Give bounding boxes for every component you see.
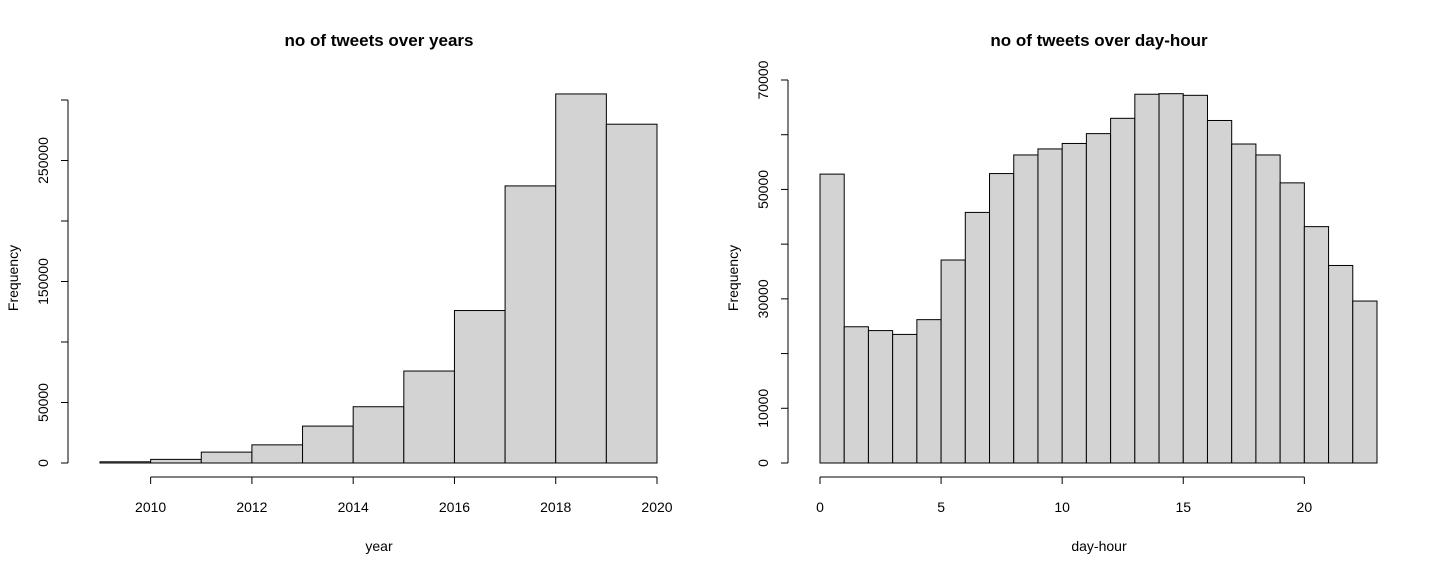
x-tick-label: 2014 [338,499,369,515]
y-tick-label: 30000 [755,279,771,318]
histogram-bar [1303,226,1330,464]
histogram-bar [964,211,991,464]
x-axis: 0 5 10 15 20 [816,476,1313,515]
panel-tweets-over-years: no of tweets over years year Frequency 2… [5,31,673,554]
y-tick-label: 250000 [35,137,51,184]
histogram-bar [403,370,455,464]
bars [819,93,1378,464]
x-axis: 2010 2012 2014 2016 2018 2020 [135,476,673,515]
histogram-bar [843,326,869,464]
histogram-bar [940,259,966,464]
histogram-bar [892,333,918,464]
histogram-bar [352,406,405,464]
x-tick-label: 20 [1297,499,1313,515]
histogram-bar [251,444,304,464]
y-tick-label: 50000 [755,170,771,209]
histogram-bar [453,310,506,464]
y-axis-label: Frequency [725,245,741,311]
x-tick-label: 2016 [439,499,470,515]
x-tick-label: 0 [816,499,824,515]
histogram-bar [150,458,202,464]
y-axis: 0 50000 150000 250000 [35,99,69,467]
x-tick-label: 15 [1175,499,1191,515]
panel-tweets-over-day-hour: no of tweets over day-hour day-hour Freq… [725,31,1378,554]
histogram-bar [1013,154,1039,464]
x-tick-label: 2020 [641,499,672,515]
histogram-bar [1255,154,1281,464]
histogram-bar [1110,117,1136,464]
y-tick-label: 0 [35,459,51,467]
histogram-bar [1352,300,1378,464]
histogram-bar [989,173,1015,464]
histogram-bar [504,185,557,464]
x-tick-label: 2010 [135,499,166,515]
y-tick-label: 0 [755,459,771,467]
histogram-bar [1085,133,1112,464]
x-tick-label: 10 [1054,499,1070,515]
x-tick-label: 2018 [540,499,571,515]
y-tick-label: 10000 [755,389,771,428]
histogram-bar [916,319,942,464]
histogram-bar [555,93,607,464]
bars [99,93,658,464]
y-tick-label: 150000 [35,258,51,305]
histogram-bar [200,451,253,464]
histogram-bar [99,461,152,464]
histogram-bar [819,173,845,464]
histogram-bar [1158,93,1184,464]
y-tick-label: 50000 [35,383,51,422]
histogram-bar [1279,182,1305,464]
histogram-bar [605,123,658,464]
y-tick-label: 70000 [755,60,771,99]
histogram-bar [1182,94,1208,464]
chart-title: no of tweets over years [285,31,474,50]
x-axis-label: year [365,538,393,554]
histogram-bar [867,330,894,464]
histogram-bar [302,425,354,464]
histogram-bar [1328,264,1354,464]
histogram-bar [1037,148,1063,464]
x-tick-label: 5 [937,499,945,515]
histogram-bar [1134,93,1160,464]
y-axis-label: Frequency [5,245,21,311]
x-tick-label: 2012 [236,499,267,515]
histogram-bar [1206,119,1233,464]
histogram-bar [1231,143,1257,464]
histogram-bar [1061,142,1087,464]
y-axis: 0 10000 30000 50000 70000 [755,60,789,467]
x-axis-label: day-hour [1071,538,1127,554]
chart-title: no of tweets over day-hour [990,31,1208,50]
